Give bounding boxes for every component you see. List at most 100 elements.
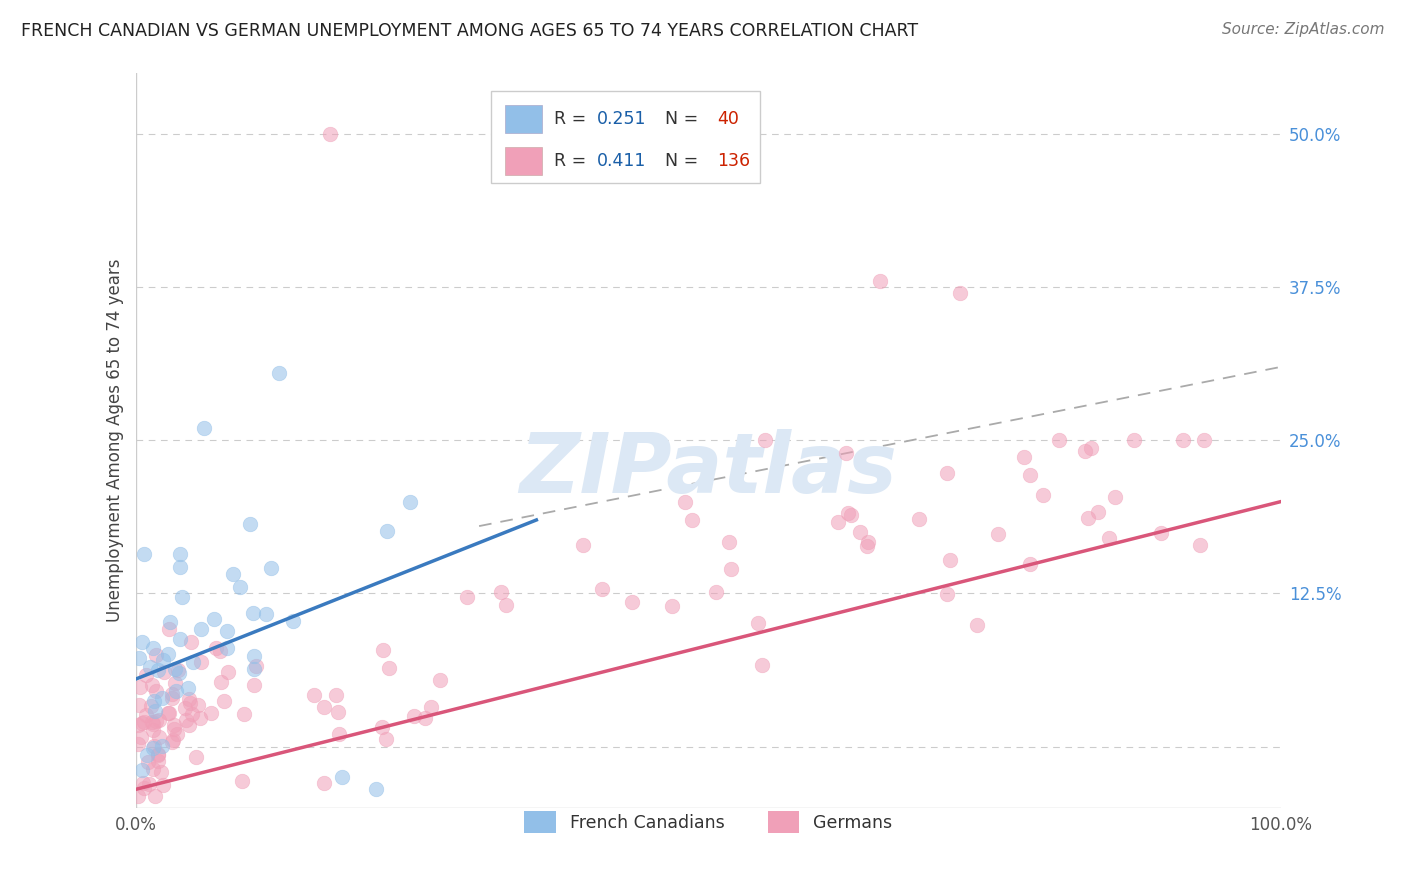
Point: [827, 515, 849, 529]
Point: [141, 698, 163, 713]
Text: FRENCH CANADIAN VS GERMAN UNEMPLOYMENT AMONG AGES 65 TO 74 YEARS CORRELATION CHA: FRENCH CANADIAN VS GERMAN UNEMPLOYMENT A…: [21, 22, 918, 40]
Point: [163, 723, 186, 737]
Point: [152, 778, 174, 792]
Point: [245, 659, 267, 673]
Point: [1098, 532, 1121, 546]
Point: [243, 677, 266, 691]
Point: [148, 730, 170, 744]
Point: [1077, 510, 1099, 524]
Point: [243, 648, 266, 663]
Text: Source: ZipAtlas.com: Source: ZipAtlas.com: [1222, 22, 1385, 37]
Point: [1032, 488, 1054, 502]
Point: [146, 663, 169, 677]
Point: [330, 770, 353, 784]
Point: [202, 612, 225, 626]
Point: [751, 657, 773, 672]
Point: [1073, 444, 1095, 458]
Point: [1019, 468, 1042, 483]
Point: [908, 512, 931, 526]
Point: [129, 730, 152, 744]
Point: [132, 775, 155, 789]
Point: [162, 735, 184, 749]
Point: [304, 688, 326, 702]
Point: [179, 718, 201, 732]
FancyBboxPatch shape: [505, 147, 543, 175]
Point: [378, 661, 401, 675]
Point: [949, 286, 972, 301]
Point: [375, 731, 398, 746]
Point: [399, 495, 422, 509]
Point: [143, 704, 166, 718]
Point: [127, 737, 149, 751]
Point: [420, 699, 443, 714]
Point: [489, 585, 512, 599]
Point: [200, 706, 222, 720]
Point: [157, 706, 180, 720]
Point: [747, 615, 769, 630]
Point: [242, 606, 264, 620]
Point: [187, 698, 209, 712]
Point: [1018, 558, 1040, 572]
Point: [131, 716, 153, 731]
Point: [148, 713, 170, 727]
Point: [184, 750, 207, 764]
Point: [142, 723, 165, 737]
Point: [936, 466, 959, 480]
Point: [142, 716, 165, 731]
Point: [132, 715, 155, 730]
Point: [834, 445, 856, 459]
Point: [152, 665, 174, 679]
Point: [215, 624, 238, 638]
Point: [152, 653, 174, 667]
Text: N =: N =: [654, 152, 704, 170]
Point: [127, 718, 149, 732]
Point: [281, 614, 304, 628]
Point: [165, 662, 187, 676]
Point: [157, 706, 180, 720]
Point: [1104, 490, 1126, 504]
Point: [148, 747, 170, 761]
Point: [170, 591, 193, 605]
Text: 136: 136: [717, 152, 751, 170]
Point: [373, 643, 395, 657]
Text: 40: 40: [717, 110, 740, 128]
Point: [364, 782, 387, 797]
Point: [456, 590, 478, 604]
Point: [1047, 434, 1070, 448]
Point: [429, 673, 451, 688]
Point: [131, 635, 153, 649]
Point: [222, 566, 245, 581]
Point: [135, 708, 157, 723]
Point: [169, 547, 191, 561]
Point: [209, 675, 232, 690]
Point: [1192, 434, 1215, 448]
Point: [150, 739, 173, 753]
Point: [404, 708, 426, 723]
Point: [127, 789, 149, 803]
Text: ZIPatlas: ZIPatlas: [519, 429, 897, 510]
Point: [181, 655, 204, 669]
Point: [143, 789, 166, 803]
Point: [145, 714, 167, 728]
Text: R =: R =: [554, 152, 592, 170]
Point: [966, 617, 988, 632]
Point: [146, 754, 169, 768]
Point: [131, 763, 153, 777]
Point: [869, 274, 891, 288]
Point: [254, 607, 277, 621]
Point: [145, 683, 167, 698]
Point: [837, 506, 859, 520]
Point: [174, 701, 197, 715]
Point: [267, 366, 290, 380]
Point: [162, 691, 184, 706]
Point: [328, 705, 350, 719]
Point: [239, 517, 262, 532]
Point: [141, 715, 163, 730]
Point: [166, 727, 188, 741]
Point: [212, 694, 235, 708]
Y-axis label: Unemployment Among Ages 65 to 74 years: Unemployment Among Ages 65 to 74 years: [107, 259, 124, 622]
FancyBboxPatch shape: [491, 91, 759, 183]
Point: [591, 582, 613, 596]
Point: [143, 694, 166, 708]
Point: [142, 740, 165, 755]
